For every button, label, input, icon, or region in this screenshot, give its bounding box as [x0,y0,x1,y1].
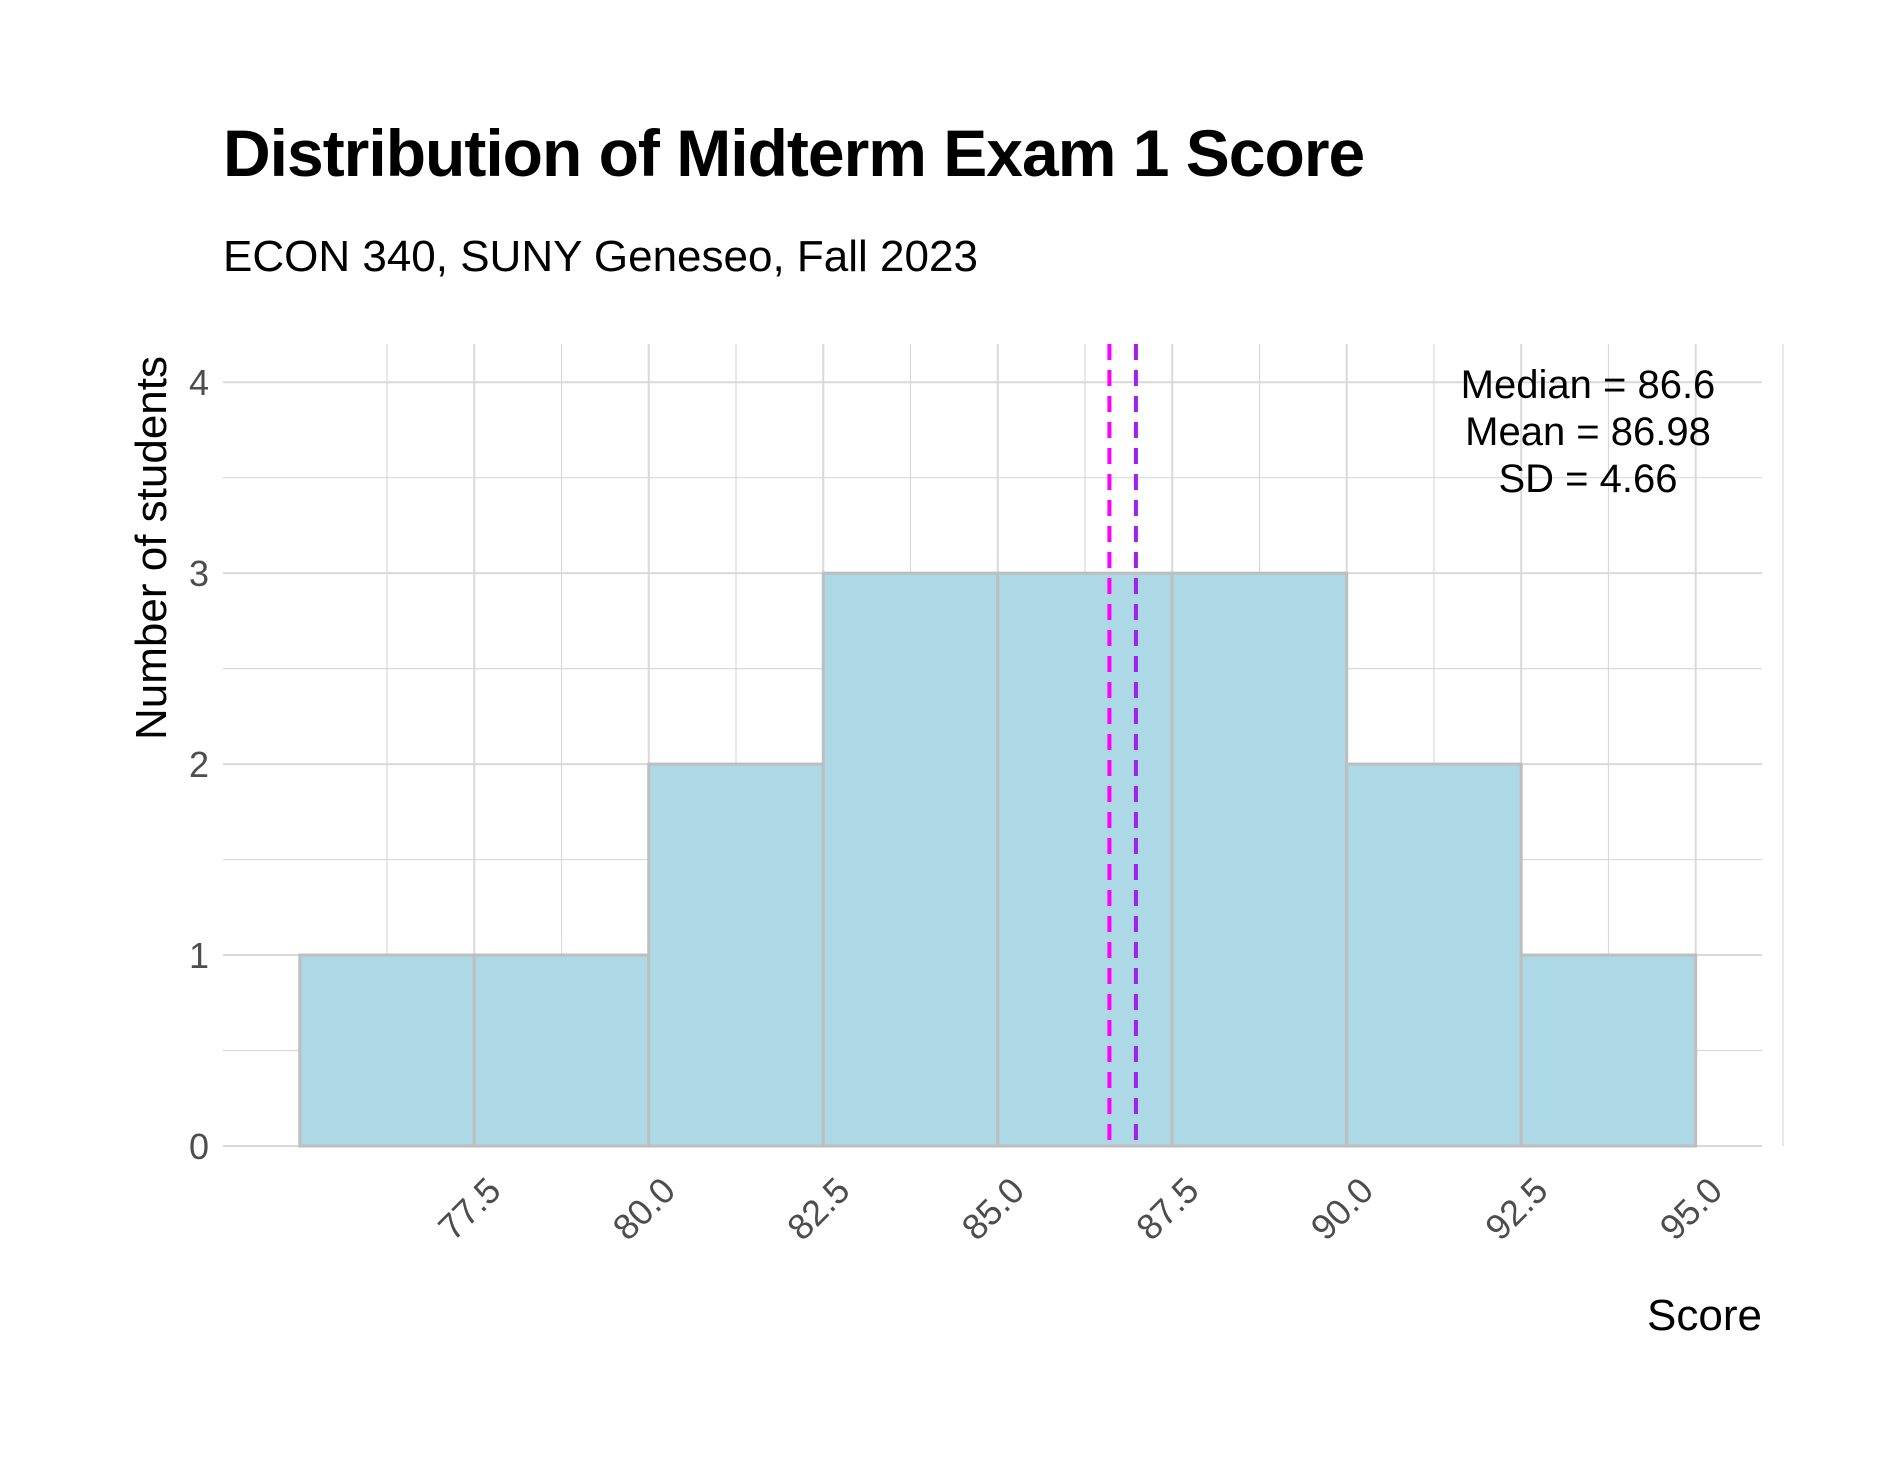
histogram-bar [1170,571,1349,1148]
x-tick-label: 87.5 [1128,1169,1207,1248]
y-tick-label: 2 [189,744,209,785]
histogram-bar [821,571,1000,1148]
histogram-bar [1519,953,1698,1148]
histogram-bar [298,953,476,1148]
chart-subtitle: ECON 340, SUNY Geneseo, Fall 2023 [223,232,978,281]
chart-title: Distribution of Midterm Exam 1 Score [223,116,1365,190]
x-tick-label: 80.0 [605,1169,684,1248]
x-tick-label: 95.0 [1651,1169,1730,1248]
histogram-bar [1345,762,1523,1148]
y-tick-label: 0 [189,1126,209,1167]
histogram-bar [472,953,651,1148]
x-tick-label: 82.5 [779,1169,858,1248]
x-tick-label: 85.0 [954,1169,1033,1248]
bars-layer [298,571,1698,1148]
stat-label: SD = 4.66 [1498,457,1677,501]
histogram-bar [996,571,1174,1148]
x-tick-label: 77.5 [430,1169,509,1248]
stat-label: Mean = 86.98 [1465,410,1711,454]
y-axis-ticks: 0 1 2 3 4 [189,362,209,1167]
x-axis-title: Score [1647,1291,1762,1340]
histogram-bar [647,762,825,1148]
y-axis-title: Number of students [127,356,176,740]
reference-lines-layer [1107,344,1138,1146]
x-tick-label: 92.5 [1477,1169,1556,1248]
y-tick-label: 3 [189,553,209,594]
stat-label: Median = 86.6 [1461,363,1716,407]
y-tick-label: 1 [189,935,209,976]
y-tick-label: 4 [189,362,209,403]
x-tick-label: 90.0 [1302,1169,1381,1248]
x-axis-ticks: 77.5 80.0 82.5 85.0 87.5 90.0 92.5 95.0 [430,1169,1730,1248]
